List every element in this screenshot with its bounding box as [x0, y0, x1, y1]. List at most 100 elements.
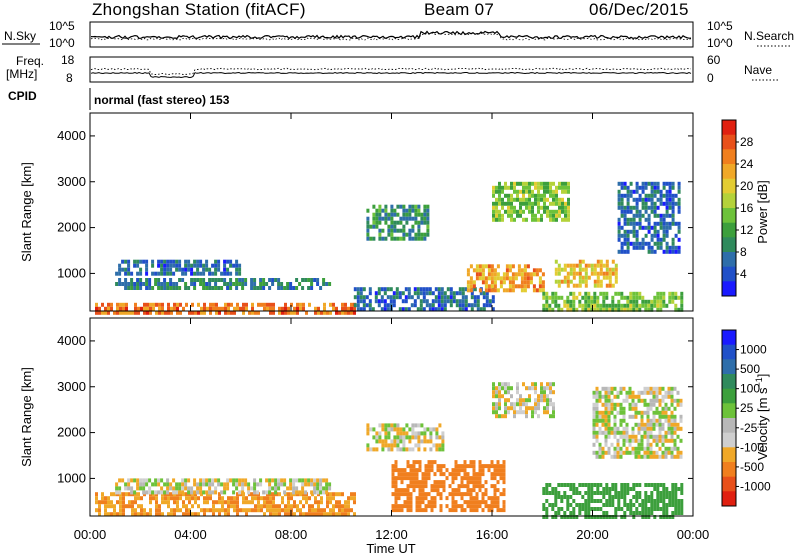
heatmap-cell: [478, 460, 482, 465]
heatmap-cell: [607, 446, 611, 451]
heatmap-cell: [423, 236, 427, 241]
heatmap-cell: [546, 382, 549, 387]
heatmap-cell: [446, 299, 450, 304]
heatmap-cell: [546, 386, 549, 391]
heatmap-cell: [610, 442, 614, 447]
heatmap-cell: [635, 483, 639, 487]
colorbar-swatch: [722, 403, 736, 419]
heatmap-cell: [653, 189, 657, 194]
heatmap-cell: [593, 307, 597, 312]
heatmap-cell: [412, 472, 416, 477]
heatmap-cell: [493, 488, 497, 493]
heatmap-cell: [412, 488, 416, 493]
heatmap-cell: [136, 486, 140, 491]
heatmap-cell: [677, 507, 681, 511]
heatmap-cell: [540, 213, 543, 218]
heatmap-cell: [674, 503, 678, 507]
heatmap-cell: [535, 288, 539, 293]
heatmap-cell: [236, 492, 239, 497]
heatmap-cell: [581, 307, 585, 312]
heatmap-cell: [439, 468, 443, 473]
heatmap-cell: [671, 483, 675, 487]
heatmap-cell: [635, 197, 639, 202]
heatmap-cell: [389, 299, 393, 304]
heatmap-cell: [380, 295, 384, 300]
heatmap-cell: [416, 307, 420, 312]
heatmap-cell: [504, 201, 507, 206]
heatmap-cell: [394, 468, 398, 473]
heatmap-cell: [427, 504, 431, 509]
heatmap-cell: [665, 193, 669, 198]
heatmap-cell: [641, 507, 645, 511]
heatmap-cell: [502, 500, 506, 505]
heatmap-cell: [611, 307, 615, 312]
heatmap-cell: [409, 492, 413, 497]
heatmap-cell: [613, 430, 617, 435]
heatmap-cell: [187, 486, 191, 491]
heatmap-cell: [253, 282, 257, 286]
heatmap-cell: [332, 504, 335, 509]
colorbar-tick-label: 12: [740, 223, 754, 237]
heatmap-cell: [193, 286, 197, 290]
heatmap-cell: [508, 264, 512, 269]
heatmap-cell: [534, 410, 537, 415]
heatmap-cell: [113, 504, 116, 509]
heatmap-cell: [649, 434, 653, 439]
heatmap-cell: [205, 282, 209, 286]
heatmap-cell: [175, 259, 179, 264]
heatmap-cell: [525, 201, 528, 206]
heatmap-cell: [437, 303, 441, 308]
heatmap-cell: [677, 503, 681, 507]
heatmap-cell: [598, 426, 602, 431]
heatmap-cell: [190, 263, 194, 268]
heatmap-cell: [155, 504, 158, 509]
heatmap-cell: [152, 496, 155, 501]
heatmap-cell: [469, 500, 473, 505]
heatmap-cell: [632, 221, 636, 226]
heatmap-cell: [641, 181, 645, 186]
heatmap-cell: [537, 394, 540, 399]
heatmap-cell: [158, 504, 161, 509]
heatmap-cell: [644, 225, 648, 230]
heatmap-cell: [423, 439, 427, 444]
heatmap-cell: [629, 241, 633, 246]
heatmap-cell: [625, 422, 629, 427]
heatmap-cell: [362, 303, 366, 308]
heatmap-cell: [638, 197, 642, 202]
heatmap-cell: [646, 390, 650, 395]
heatmap-cell: [366, 443, 370, 448]
heatmap-cell: [400, 480, 404, 485]
heatmap-cell: [674, 245, 678, 250]
heatmap-cell: [359, 287, 363, 292]
heatmap-cell: [397, 488, 401, 493]
heatmap-cell: [121, 282, 125, 286]
heatmap-cell: [516, 386, 519, 391]
heatmap-cell: [473, 287, 477, 292]
heatmap-cell: [172, 286, 176, 290]
heatmap-cell: [396, 220, 400, 225]
heatmap-cell: [679, 454, 683, 459]
date-title: 06/Dec/2015: [589, 0, 689, 19]
heatmap-cell: [581, 295, 585, 300]
heatmap-cell: [98, 512, 101, 517]
heatmap-cell: [555, 193, 558, 198]
colorbar-swatch: [722, 374, 736, 390]
heatmap-cell: [143, 310, 146, 315]
heatmap-cell: [640, 390, 644, 395]
heatmap-cell: [592, 422, 596, 427]
heatmap-cell: [561, 185, 564, 190]
heatmap-cell: [235, 486, 239, 491]
heatmap-cell: [448, 492, 452, 497]
heatmap-cell: [507, 382, 510, 387]
heatmap-cell: [299, 512, 302, 517]
heatmap-cell: [635, 237, 639, 242]
heatmap-cell: [671, 205, 675, 210]
heatmap-cell: [626, 209, 630, 214]
heatmap-cell: [519, 209, 522, 214]
heatmap-cell: [631, 406, 635, 411]
heatmap-cell: [209, 496, 212, 501]
heatmap-cell: [134, 496, 137, 501]
heatmap-cell: [584, 263, 588, 268]
heatmap-cell: [145, 278, 149, 282]
heatmap-cell: [498, 209, 501, 214]
